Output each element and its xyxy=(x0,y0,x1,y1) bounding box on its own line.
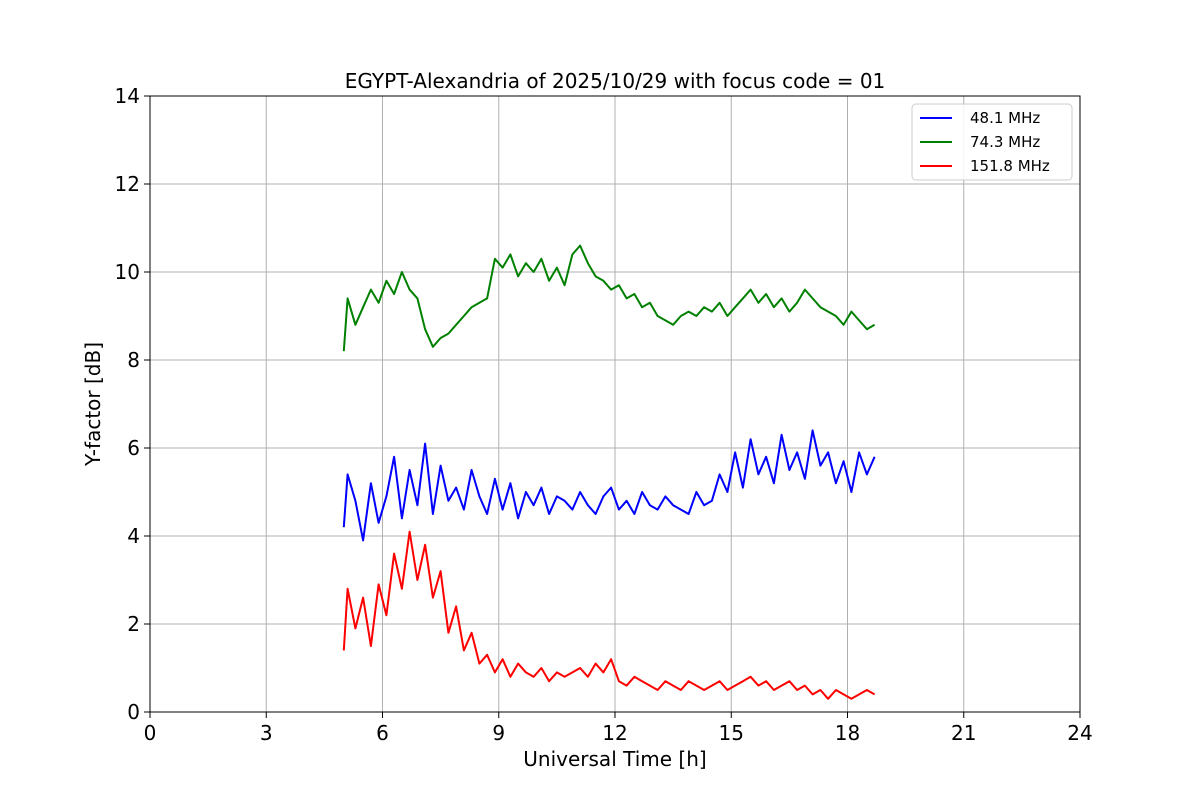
series-line-1 xyxy=(342,244,876,352)
legend-label-1: 74.3 MHz xyxy=(970,133,1040,151)
y-tick-label: 14 xyxy=(115,84,140,108)
legend-label-0: 48.1 MHz xyxy=(970,109,1040,127)
x-tick-label: 21 xyxy=(951,721,976,745)
y-tick-label: 6 xyxy=(127,436,140,460)
y-axis-label: Y-factor [dB] xyxy=(81,342,105,467)
y-tick-label: 2 xyxy=(127,612,140,636)
y-tick-label: 8 xyxy=(127,348,140,372)
series-layer xyxy=(342,244,876,700)
x-tick-label: 9 xyxy=(492,721,505,745)
legend-label-2: 151.8 MHz xyxy=(970,157,1050,175)
y-tick-label: 0 xyxy=(127,700,140,724)
x-tick-label: 15 xyxy=(719,721,744,745)
x-tick-label: 0 xyxy=(144,721,157,745)
y-tick-label: 10 xyxy=(115,260,140,284)
x-tick-label: 3 xyxy=(260,721,273,745)
chart-title: EGYPT-Alexandria of 2025/10/29 with focu… xyxy=(345,69,886,93)
x-tick-label: 12 xyxy=(602,721,627,745)
x-tick-label: 6 xyxy=(376,721,389,745)
x-axis-label: Universal Time [h] xyxy=(523,747,706,771)
y-tick-label: 4 xyxy=(127,524,140,548)
legend: 48.1 MHz 74.3 MHz 151.8 MHz xyxy=(911,103,1073,181)
legend-box xyxy=(911,103,1073,181)
y-tick-label: 12 xyxy=(115,172,140,196)
series-line-0 xyxy=(342,429,876,542)
x-tick-label: 18 xyxy=(835,721,860,745)
x-tick-label: 24 xyxy=(1067,721,1092,745)
series-line-2 xyxy=(342,530,876,700)
